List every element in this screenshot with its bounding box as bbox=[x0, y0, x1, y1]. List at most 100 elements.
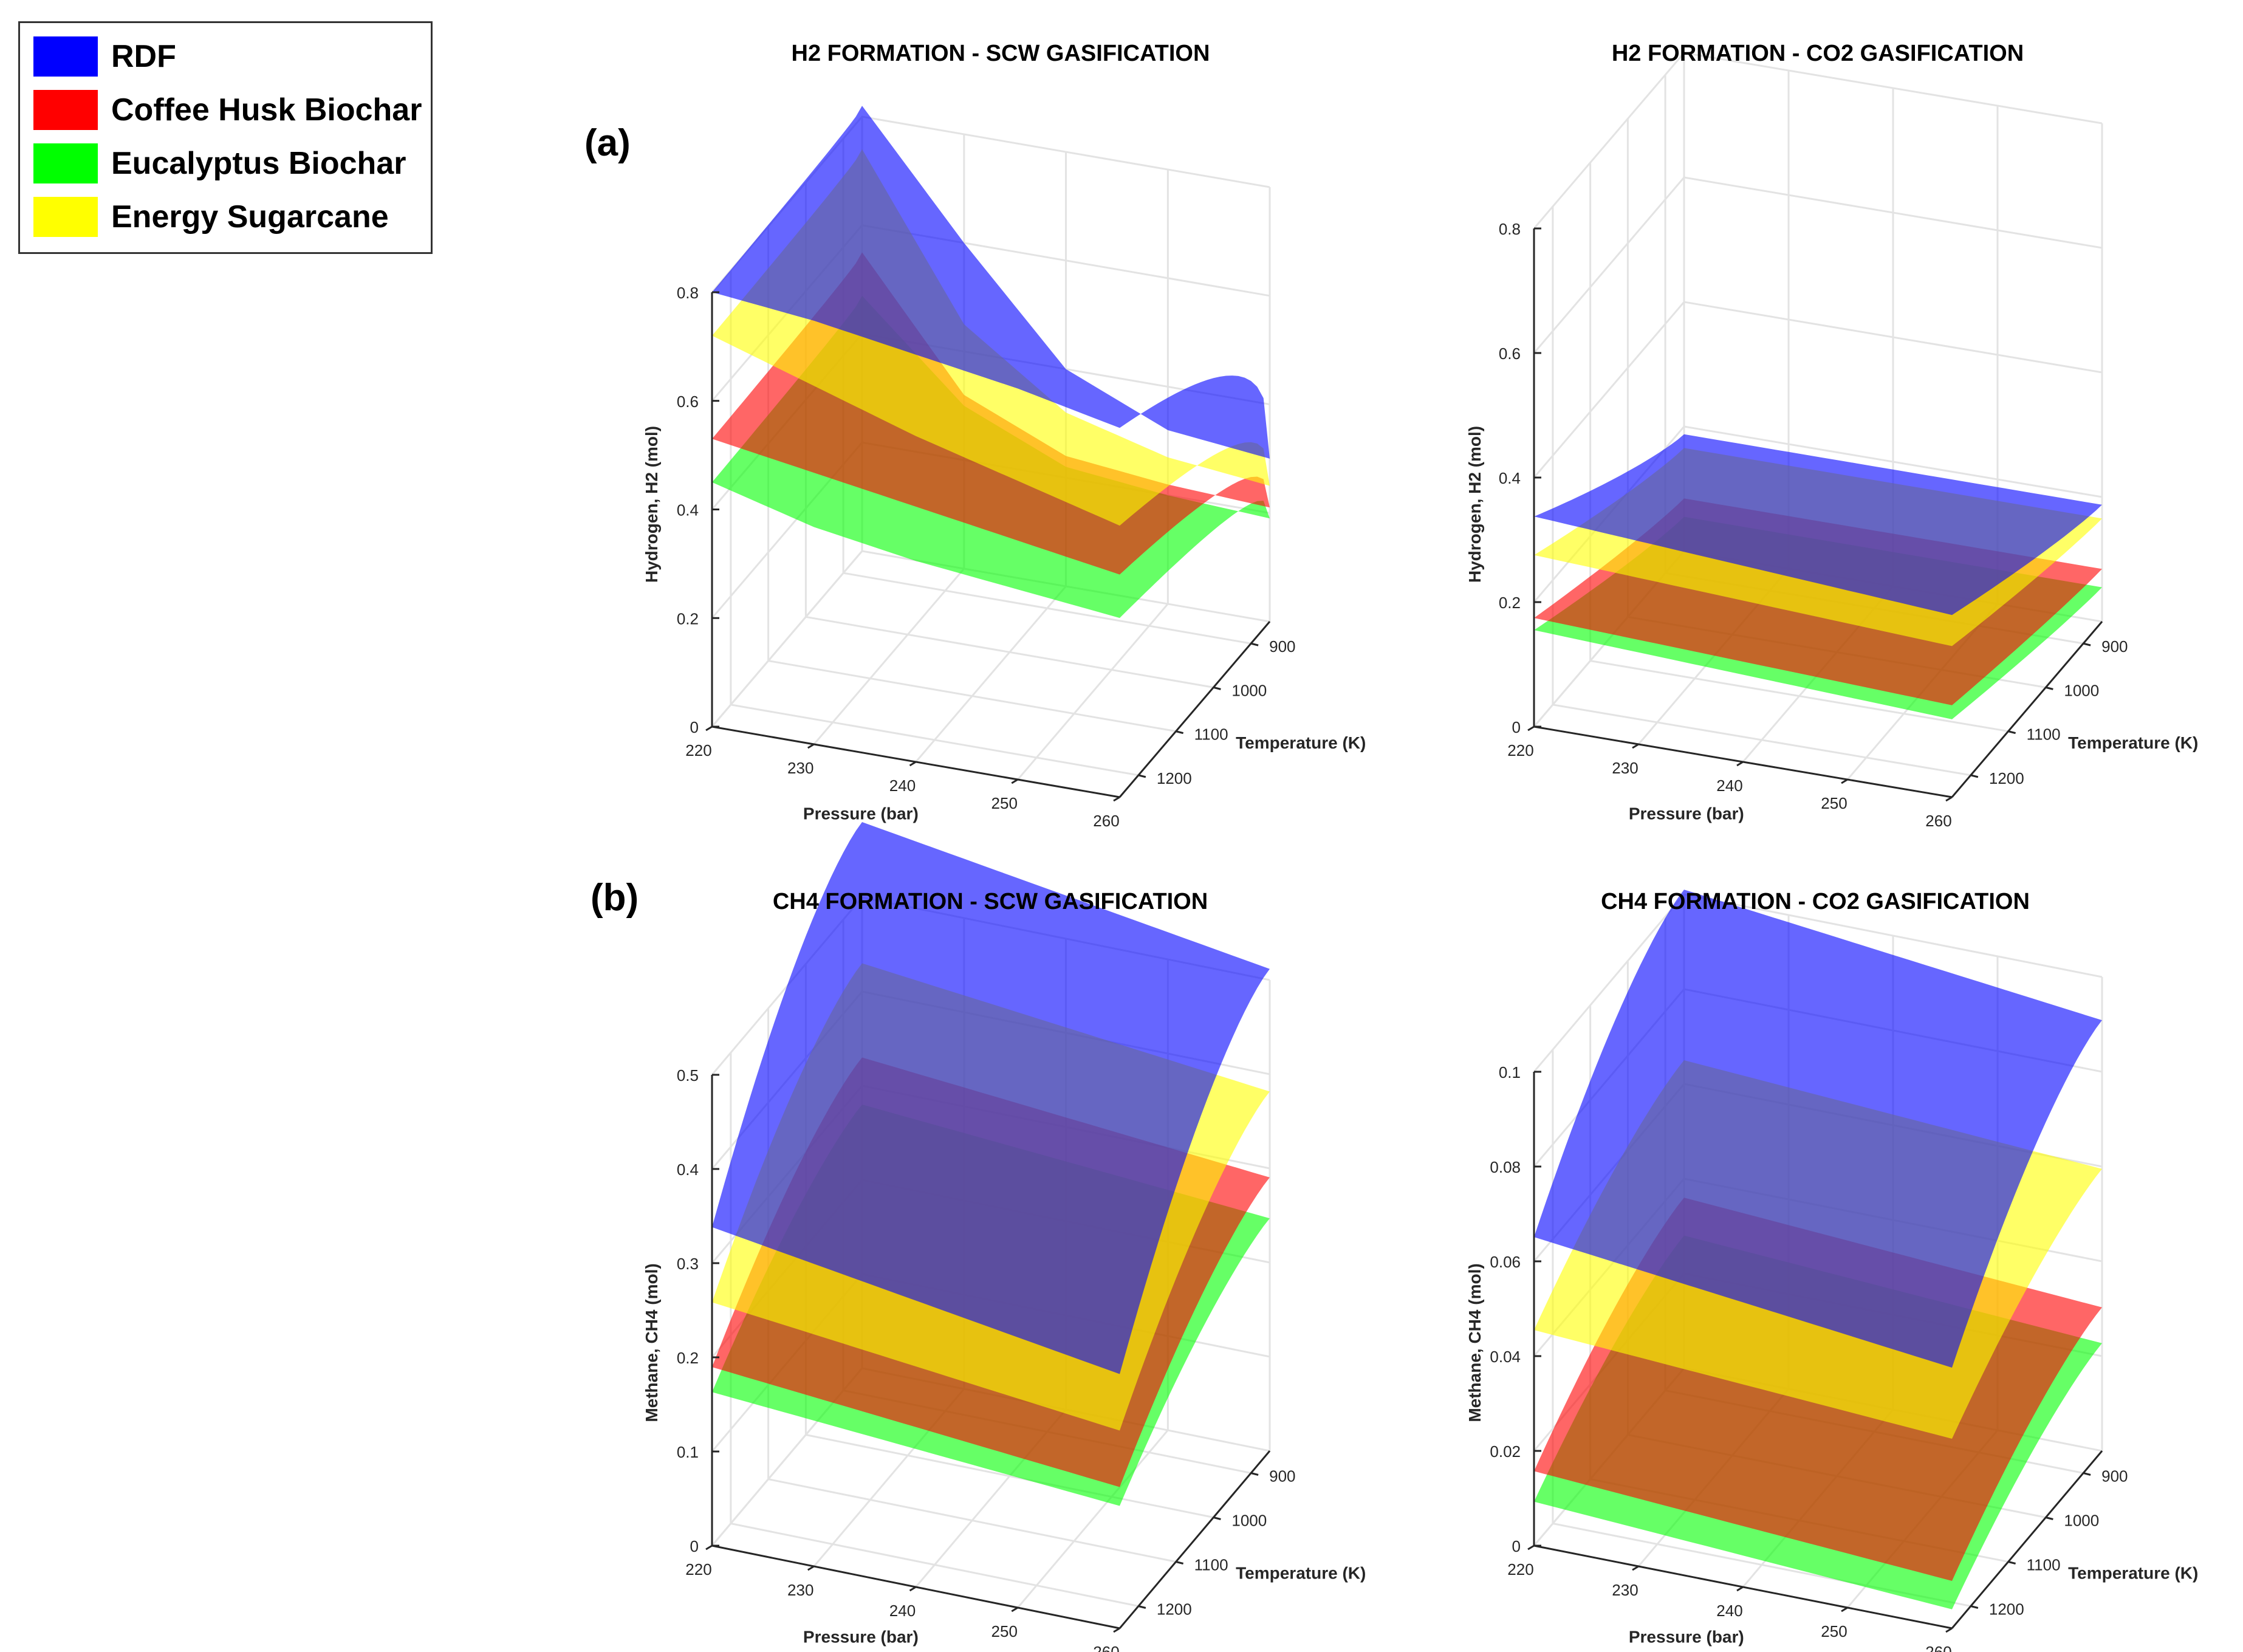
x-tick-label: 240 bbox=[889, 776, 916, 795]
grid-line-z bbox=[1533, 52, 2103, 229]
x-tick bbox=[705, 725, 713, 732]
x-tick-label: 220 bbox=[1507, 1560, 1533, 1578]
y-tick-label: 1100 bbox=[2027, 725, 2061, 744]
z-tick-label: 0.6 bbox=[1499, 344, 1521, 363]
y-tick bbox=[1213, 686, 1221, 690]
z-tick-label: 0.1 bbox=[1499, 1063, 1521, 1081]
x-tick bbox=[1736, 1586, 1744, 1592]
y-tick bbox=[2008, 730, 2016, 735]
x-tick-label: 250 bbox=[991, 1622, 1018, 1640]
z-tick-label: 0.1 bbox=[677, 1443, 699, 1461]
y-tick bbox=[1138, 774, 1146, 778]
chart-3: 220 230 240 250 260 900 1000 1100 1200 0 0.1 0.2 0.3… bbox=[642, 822, 1366, 1652]
surface-rdf bbox=[712, 106, 1270, 459]
y-axis-label: Temperature (K) bbox=[1236, 733, 1366, 752]
z-tick-label: 0.8 bbox=[1499, 220, 1521, 238]
surface-rdf bbox=[1534, 434, 2102, 615]
surface-rdf bbox=[1534, 889, 2102, 1368]
y-tick bbox=[2083, 642, 2091, 646]
y-tick-label: 1000 bbox=[1231, 1512, 1267, 1530]
x-tick-label: 240 bbox=[1716, 1602, 1742, 1620]
z-tick-label: 0.8 bbox=[677, 284, 699, 302]
z-tick-label: 0.02 bbox=[1490, 1442, 1521, 1461]
chart-1: 220 230 240 250 260 900 1000 1100 1200 0 0.2 0.4 0.6… bbox=[642, 41, 1366, 830]
x-tick-label: 250 bbox=[1821, 1622, 1847, 1640]
x-tick bbox=[1527, 1544, 1535, 1551]
y-axis-line bbox=[1118, 1450, 1271, 1629]
x-axis-label: Pressure (bar) bbox=[1629, 1628, 1744, 1647]
x-tick-label: 220 bbox=[685, 1560, 711, 1578]
chart-title: H2 FORMATION - SCW GASIFICATION bbox=[792, 41, 1210, 66]
legend-item-rdf: RDF bbox=[33, 35, 176, 78]
x-tick-label: 230 bbox=[1612, 759, 1638, 777]
x-tick-label: 260 bbox=[1093, 1643, 1119, 1652]
x-tick bbox=[1113, 1627, 1120, 1633]
x-tick-label: 230 bbox=[787, 1581, 813, 1599]
y-tick-label: 1100 bbox=[2027, 1556, 2061, 1574]
y-tick bbox=[1213, 1517, 1221, 1520]
z-tick-label: 0.5 bbox=[677, 1066, 699, 1085]
y-tick-label: 1000 bbox=[2064, 681, 2099, 699]
y-tick-label: 1000 bbox=[1231, 681, 1267, 699]
z-tick-label: 0.4 bbox=[677, 1160, 699, 1179]
z-axis-label: Hydrogen, H2 (mol) bbox=[642, 426, 661, 583]
x-tick-label: 260 bbox=[1925, 1643, 1951, 1652]
y-tick-label: 900 bbox=[1269, 1467, 1295, 1486]
z-axis-label: Methane, CH4 (mol) bbox=[642, 1263, 661, 1422]
x-tick-label: 240 bbox=[889, 1602, 916, 1620]
x-tick bbox=[1945, 796, 1953, 802]
y-tick-label: 1200 bbox=[1989, 769, 2024, 787]
y-tick bbox=[1970, 1605, 1979, 1609]
x-tick bbox=[909, 761, 917, 767]
y-tick-label: 900 bbox=[2101, 637, 2128, 656]
y-tick bbox=[2008, 1561, 2016, 1565]
x-tick-label: 230 bbox=[1612, 1581, 1638, 1599]
y-axis-line bbox=[1951, 621, 2103, 798]
x-tick bbox=[1841, 1606, 1848, 1613]
z-tick-label: 0 bbox=[1512, 718, 1521, 736]
legend-label: RDF bbox=[111, 39, 176, 74]
x-axis-label: Pressure (bar) bbox=[1629, 804, 1744, 823]
z-tick-label: 0.04 bbox=[1490, 1348, 1521, 1366]
y-tick-label: 1200 bbox=[1157, 769, 1192, 787]
y-tick bbox=[1176, 730, 1183, 735]
z-tick-label: 0.3 bbox=[677, 1255, 699, 1273]
z-tick-label: 0 bbox=[1512, 1537, 1521, 1555]
chart-2: 220 230 240 250 260 900 1000 1100 1200 0 0.2 0.4 0.6… bbox=[1465, 41, 2198, 830]
z-tick-label: 0.2 bbox=[677, 609, 699, 628]
y-tick-label: 1000 bbox=[2064, 1512, 2099, 1530]
x-tick-label: 250 bbox=[1821, 794, 1847, 812]
x-tick-label: 220 bbox=[685, 741, 711, 759]
x-tick-label: 250 bbox=[991, 794, 1018, 812]
chart-title: H2 FORMATION - CO2 GASIFICATION bbox=[1612, 41, 2024, 66]
legend-swatch bbox=[33, 197, 98, 237]
x-tick bbox=[1632, 1565, 1639, 1571]
x-tick-label: 230 bbox=[787, 759, 813, 777]
x-tick bbox=[1945, 1627, 1953, 1633]
chart-4: 220 230 240 250 260 900 1000 1100 1200 0 0.02 0.04 0… bbox=[1465, 889, 2198, 1652]
x-tick-label: 260 bbox=[1093, 812, 1119, 830]
z-tick-label: 0 bbox=[690, 718, 699, 736]
x-tick-label: 260 bbox=[1925, 812, 1951, 830]
x-tick bbox=[1113, 796, 1120, 802]
x-axis-label: Pressure (bar) bbox=[803, 804, 919, 823]
y-tick bbox=[1250, 642, 1259, 646]
y-tick-label: 900 bbox=[2101, 1467, 2128, 1486]
y-tick bbox=[2083, 1472, 2091, 1476]
x-tick-label: 220 bbox=[1507, 741, 1533, 759]
z-tick-label: 0.6 bbox=[677, 392, 699, 411]
panel-label-a: (a) bbox=[584, 122, 631, 164]
grid-line-z bbox=[1533, 176, 2103, 354]
z-tick-label: 0.2 bbox=[1499, 594, 1521, 612]
y-tick-label: 1100 bbox=[1194, 1556, 1228, 1574]
x-tick bbox=[1011, 1606, 1019, 1613]
z-tick-label: 0.4 bbox=[677, 501, 699, 519]
legend-label: Coffee Husk Biochar bbox=[111, 92, 422, 128]
z-axis-label: Hydrogen, H2 (mol) bbox=[1465, 426, 1484, 583]
x-tick bbox=[909, 1586, 917, 1592]
x-tick bbox=[705, 1544, 713, 1551]
chart-title: CH4 FORMATION - SCW GASIFICATION bbox=[773, 889, 1208, 914]
y-tick bbox=[1250, 1472, 1259, 1476]
y-axis-label: Temperature (K) bbox=[1236, 1564, 1366, 1583]
